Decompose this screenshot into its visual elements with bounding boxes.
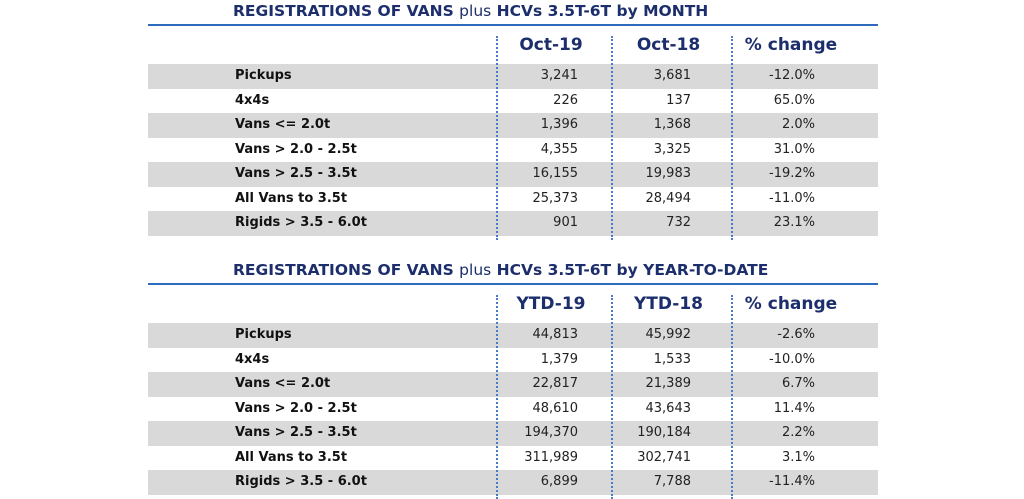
row-label: All Vans to 3.5t (235, 449, 348, 465)
ytd-table-header: YTD-19 YTD-18 % change (148, 285, 878, 323)
value-cell: 3,681 (653, 68, 691, 83)
value-cell: 137 (666, 92, 691, 108)
value-cell: 43,643 (645, 400, 692, 416)
percent-change-cell: -11.4% (769, 474, 815, 489)
column-header: YTD-19 (516, 294, 586, 314)
row-label: Vans > 2.5 - 3.5t (235, 166, 357, 181)
value-cell: 19,983 (645, 166, 692, 181)
column-divider (611, 295, 613, 499)
value-cell: 21,389 (645, 376, 692, 391)
table-row: Vans > 2.0 - 2.5t 4,355 3,325 31.0% (148, 138, 878, 163)
value-cell: 1,379 (540, 351, 578, 367)
column-header: Oct-18 (636, 35, 701, 55)
table-row: Vans <= 2.0t 22,817 21,389 6.7% (148, 372, 878, 397)
value-cell: 3,325 (653, 141, 691, 157)
value-cell: 3,241 (540, 68, 578, 83)
value-cell: 901 (553, 215, 578, 230)
ytd-table-title: REGISTRATIONS OF VANS plus HCVs 3.5T-6T … (148, 259, 878, 285)
title-bold-part-2: HCVs 3.5T-6T by MONTH (496, 2, 709, 20)
column-divider (496, 36, 498, 240)
table-row: Pickups 44,813 45,992 -2.6% (148, 323, 878, 348)
row-label: Vans <= 2.0t (235, 117, 331, 132)
row-label: Vans <= 2.0t (235, 376, 331, 391)
percent-change-cell: 31.0% (773, 141, 815, 157)
percent-change-cell: 23.1% (773, 215, 815, 230)
table-row: Vans > 2.0 - 2.5t 48,610 43,643 11.4% (148, 397, 878, 422)
month-table-title: REGISTRATIONS OF VANS plus HCVs 3.5T-6T … (148, 0, 878, 26)
table-row: 4x4s 226 137 65.0% (148, 89, 878, 114)
table-row: All Vans to 3.5t 311,989 302,741 3.1% (148, 446, 878, 471)
column-divider (496, 295, 498, 499)
row-label: Pickups (235, 327, 292, 342)
table-row: All Vans to 3.5t 25,373 28,494 -11.0% (148, 187, 878, 212)
value-cell: 1,533 (653, 351, 691, 367)
title-bold-part: REGISTRATIONS OF VANS (233, 2, 454, 20)
value-cell: 194,370 (524, 425, 578, 440)
value-cell: 226 (553, 92, 578, 108)
row-label: Vans > 2.0 - 2.5t (235, 400, 357, 416)
value-cell: 28,494 (645, 190, 692, 206)
value-cell: 1,368 (653, 117, 691, 132)
month-table-rows: Pickups 3,241 3,681 -12.0% 4x4s 226 137 65.0% Va… (148, 64, 878, 236)
percent-change-cell: 65.0% (773, 92, 815, 108)
percent-change-cell: 2.0% (781, 117, 815, 132)
value-cell: 44,813 (532, 327, 579, 342)
column-header: YTD-18 (633, 294, 704, 314)
title-plus: plus (459, 261, 492, 279)
row-label: 4x4s (235, 351, 270, 367)
column-header: % change (744, 35, 838, 55)
row-label: Pickups (235, 68, 292, 83)
table-row: Pickups 3,241 3,681 -12.0% (148, 64, 878, 89)
table-row: Rigids > 3.5 - 6.0t 6,899 7,788 -11.4% (148, 470, 878, 495)
percent-change-cell: -10.0% (769, 351, 815, 367)
column-divider (731, 295, 733, 499)
value-cell: 1,396 (540, 117, 578, 132)
percent-change-cell: 6.7% (781, 376, 815, 391)
row-label: 4x4s (235, 92, 270, 108)
table-row: 4x4s 1,379 1,533 -10.0% (148, 348, 878, 373)
percent-change-cell: 11.4% (773, 400, 815, 416)
column-header: % change (744, 294, 838, 314)
month-table: REGISTRATIONS OF VANS plus HCVs 3.5T-6T … (148, 0, 878, 240)
title-bold-part: REGISTRATIONS OF VANS (233, 261, 454, 279)
row-label: Vans > 2.5 - 3.5t (235, 425, 357, 440)
value-cell: 6,899 (540, 474, 578, 489)
percent-change-cell: -12.0% (769, 68, 815, 83)
value-cell: 311,989 (524, 449, 578, 465)
ytd-table: REGISTRATIONS OF VANS plus HCVs 3.5T-6T … (148, 259, 878, 499)
table-row: Vans > 2.5 - 3.5t 16,155 19,983 -19.2% (148, 162, 878, 187)
percent-change-cell: 3.1% (781, 449, 815, 465)
row-label: All Vans to 3.5t (235, 190, 348, 206)
value-cell: 25,373 (532, 190, 579, 206)
column-divider (731, 36, 733, 240)
column-divider (611, 36, 613, 240)
percent-change-cell: -11.0% (769, 190, 815, 206)
value-cell: 45,992 (645, 327, 692, 342)
percent-change-cell: -19.2% (769, 166, 815, 181)
value-cell: 732 (666, 215, 691, 230)
value-cell: 4,355 (540, 141, 578, 157)
row-label: Vans > 2.0 - 2.5t (235, 141, 357, 157)
value-cell: 22,817 (532, 376, 579, 391)
table-row: Vans <= 2.0t 1,396 1,368 2.0% (148, 113, 878, 138)
value-cell: 16,155 (532, 166, 579, 181)
percent-change-cell: -2.6% (777, 327, 815, 342)
row-label: Rigids > 3.5 - 6.0t (235, 215, 367, 230)
column-header: Oct-19 (519, 35, 583, 55)
row-label: Rigids > 3.5 - 6.0t (235, 474, 367, 489)
value-cell: 7,788 (653, 474, 691, 489)
ytd-table-rows: Pickups 44,813 45,992 -2.6% 4x4s 1,379 1,533 -1… (148, 323, 878, 495)
value-cell: 48,610 (532, 400, 579, 416)
value-cell: 302,741 (637, 449, 691, 465)
title-bold-part-2: HCVs 3.5T-6T by YEAR-TO-DATE (496, 261, 769, 279)
month-table-header: Oct-19 Oct-18 % change (148, 26, 878, 64)
table-row: Rigids > 3.5 - 6.0t 901 732 23.1% (148, 211, 878, 236)
table-row: Vans > 2.5 - 3.5t 194,370 190,184 2.2% (148, 421, 878, 446)
value-cell: 190,184 (637, 425, 691, 440)
percent-change-cell: 2.2% (781, 425, 815, 440)
title-plus: plus (459, 2, 492, 20)
